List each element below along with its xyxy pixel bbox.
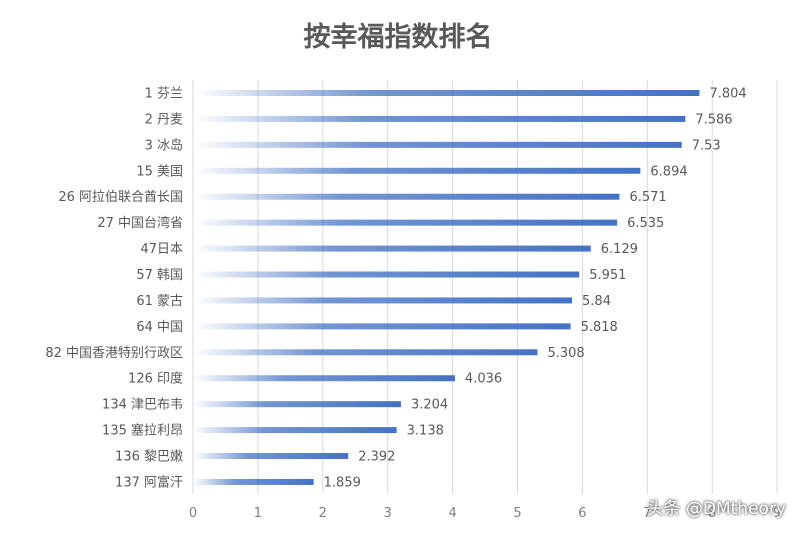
- value-labels: 7.804 7.586 7.53 6.894 6.571 6.535 6.129 5.951 5…: [324, 87, 747, 491]
- x-tick-label: 7: [643, 506, 651, 521]
- category-label: 15 美国: [136, 164, 183, 179]
- category-label: 134 津巴布韦: [102, 398, 183, 413]
- x-tick-label: 5: [513, 506, 521, 521]
- bar: [193, 478, 314, 485]
- category-label: 136 黎巴嫩: [115, 450, 183, 465]
- category-label: 2 丹麦: [145, 112, 183, 127]
- value-label: 6.571: [629, 190, 666, 205]
- bar: [193, 349, 538, 356]
- bar: [193, 141, 682, 148]
- value-label: 7.804: [709, 87, 746, 102]
- category-label: 47日本: [140, 242, 183, 257]
- category-label: 27 中国台湾省: [97, 215, 183, 231]
- value-label: 3.138: [407, 424, 444, 439]
- value-label: 5.84: [582, 294, 611, 309]
- value-label: 1.859: [324, 475, 361, 490]
- bar: [193, 453, 349, 460]
- category-label: 135 塞拉利昂: [102, 423, 183, 439]
- value-label: 5.951: [589, 268, 626, 283]
- x-tick-label: 8: [708, 506, 716, 521]
- value-label: 6.894: [650, 164, 687, 179]
- category-label: 3 冰岛: [145, 137, 183, 153]
- category-label: 26 阿拉伯联合酋长国: [58, 189, 183, 205]
- category-label: 57 韩国: [136, 268, 183, 283]
- category-label: 61 蒙古: [136, 294, 183, 309]
- x-tick-label: 1: [254, 506, 262, 521]
- x-tick-label: 3: [384, 506, 392, 521]
- x-tick-label: 9: [773, 506, 781, 521]
- value-label: 7.53: [692, 138, 721, 153]
- value-label: 6.535: [627, 216, 664, 231]
- bar: [193, 193, 620, 200]
- x-tick-label: 2: [319, 506, 327, 521]
- value-label: 5.818: [581, 320, 618, 335]
- value-label: 7.586: [695, 112, 732, 127]
- value-label: 4.036: [465, 372, 502, 387]
- chart-title: 按幸福指数排名: [304, 21, 493, 53]
- x-tick-labels: 0 1 2 3 4 5 6 7 8 9: [189, 506, 781, 521]
- bar: [193, 90, 700, 96]
- bar: [193, 245, 591, 252]
- x-tick-label: 6: [578, 506, 586, 521]
- bar: [193, 219, 618, 226]
- bar: [193, 323, 571, 330]
- x-tick-label: 0: [189, 506, 197, 521]
- category-label: 82 中国香港特别行政区: [45, 346, 183, 361]
- category-label: 126 印度: [128, 371, 183, 387]
- gridlines: [192, 80, 778, 494]
- bar: [193, 297, 573, 304]
- category-label: 137 阿富汗: [115, 474, 183, 490]
- x-tick-label: 4: [448, 506, 456, 521]
- value-label: 3.204: [411, 398, 448, 413]
- bar: [193, 167, 641, 174]
- value-label: 5.308: [547, 346, 584, 361]
- bars: [193, 90, 700, 485]
- category-labels: 1 芬兰 2 丹麦 3 冰岛 15 美国 26 阿拉伯联合酋长国 27 中国台湾省 47日本…: [45, 87, 183, 491]
- category-label: 64 中国: [136, 320, 183, 335]
- bar: [193, 375, 455, 382]
- bar: [193, 401, 401, 408]
- watermark: 头条 @DMtheory: [646, 499, 786, 519]
- value-label: 2.392: [358, 450, 395, 465]
- value-label: 6.129: [601, 242, 638, 257]
- bar: [193, 115, 686, 122]
- bar: [193, 427, 397, 434]
- bar: [193, 271, 580, 278]
- category-label: 1 芬兰: [145, 87, 183, 102]
